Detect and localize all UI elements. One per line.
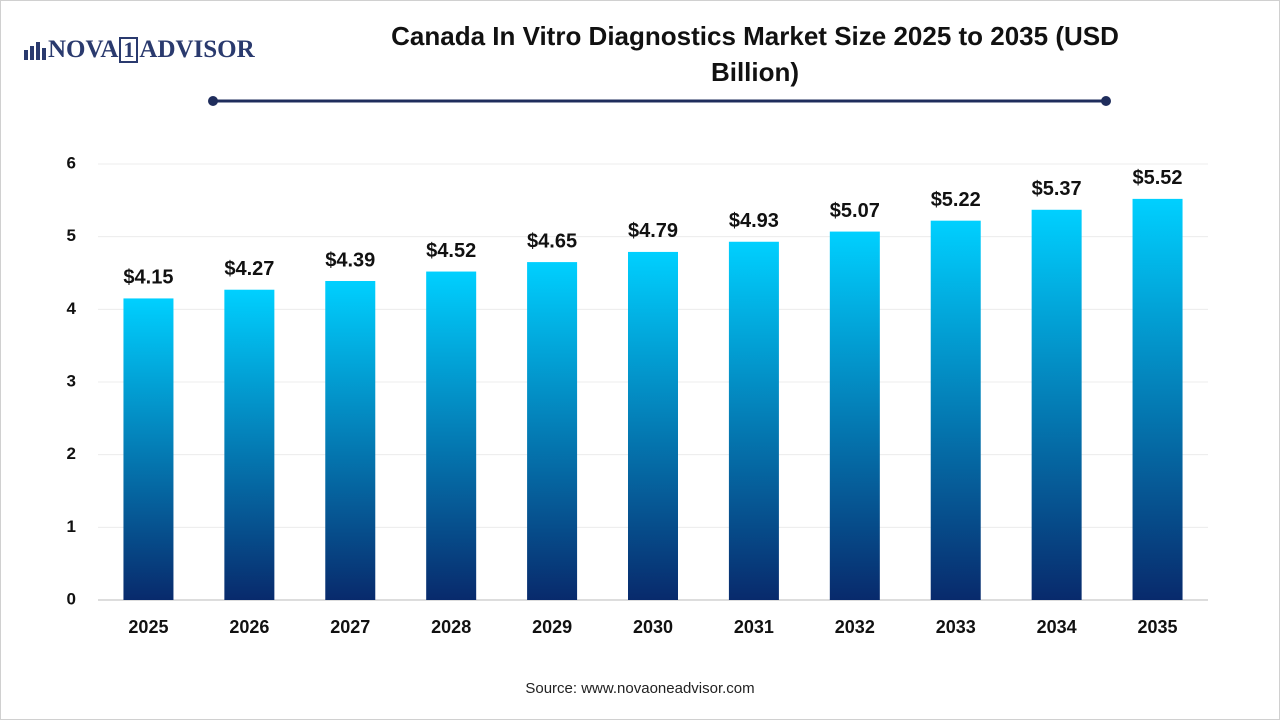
logo: NOVA 1 ADVISOR bbox=[22, 36, 255, 64]
bar bbox=[728, 241, 779, 600]
bar bbox=[829, 231, 880, 600]
bar bbox=[224, 289, 275, 600]
y-tick-label: 6 bbox=[67, 153, 76, 172]
y-tick-label: 4 bbox=[67, 299, 77, 318]
bar bbox=[628, 251, 678, 600]
x-tick-label: 2025 bbox=[128, 617, 168, 637]
bar bbox=[527, 262, 578, 600]
value-label: $4.65 bbox=[527, 230, 577, 252]
x-tick-label: 2026 bbox=[229, 617, 269, 637]
bar bbox=[426, 271, 477, 600]
logo-icon bbox=[24, 42, 46, 60]
value-label: $4.15 bbox=[123, 267, 173, 289]
value-label: $4.52 bbox=[426, 240, 476, 262]
bar bbox=[123, 298, 174, 600]
x-tick-label: 2028 bbox=[431, 617, 471, 637]
logo-left: NOVA bbox=[48, 36, 119, 63]
x-tick-label: 2031 bbox=[734, 617, 774, 637]
y-tick-label: 1 bbox=[67, 517, 76, 536]
y-tick-label: 5 bbox=[67, 226, 76, 245]
title-rule-dot bbox=[208, 96, 218, 106]
logo-mark: 1 bbox=[119, 37, 139, 63]
x-tick-label: 2033 bbox=[936, 617, 976, 637]
x-tick-label: 2034 bbox=[1037, 617, 1077, 637]
bar bbox=[930, 220, 981, 600]
bar bbox=[1031, 209, 1082, 600]
title-rule-dot bbox=[1101, 96, 1111, 106]
value-label: $5.37 bbox=[1032, 178, 1082, 200]
x-tick-label: 2032 bbox=[835, 617, 875, 637]
x-tick-label: 2030 bbox=[633, 617, 673, 637]
x-tick-label: 2035 bbox=[1138, 617, 1178, 637]
bar bbox=[325, 280, 376, 600]
value-label: $4.93 bbox=[729, 210, 779, 232]
y-tick-label: 2 bbox=[67, 444, 76, 463]
value-label: $4.79 bbox=[628, 220, 678, 242]
value-label: $4.27 bbox=[224, 258, 274, 280]
y-tick-label: 3 bbox=[67, 371, 76, 390]
chart-title: Canada In Vitro Diagnostics Market Size … bbox=[391, 21, 1119, 87]
logo-right: ADVISOR bbox=[139, 36, 255, 63]
value-label: $5.22 bbox=[931, 189, 981, 211]
value-label: $4.39 bbox=[325, 249, 375, 271]
value-label: $5.52 bbox=[1133, 167, 1183, 189]
x-tick-label: 2027 bbox=[330, 617, 370, 637]
value-label: $5.07 bbox=[830, 200, 880, 222]
x-tick-label: 2029 bbox=[532, 617, 572, 637]
source: Source: www.novaoneadvisor.com bbox=[525, 680, 755, 697]
y-tick-label: 0 bbox=[67, 589, 76, 608]
bar bbox=[1132, 198, 1183, 600]
